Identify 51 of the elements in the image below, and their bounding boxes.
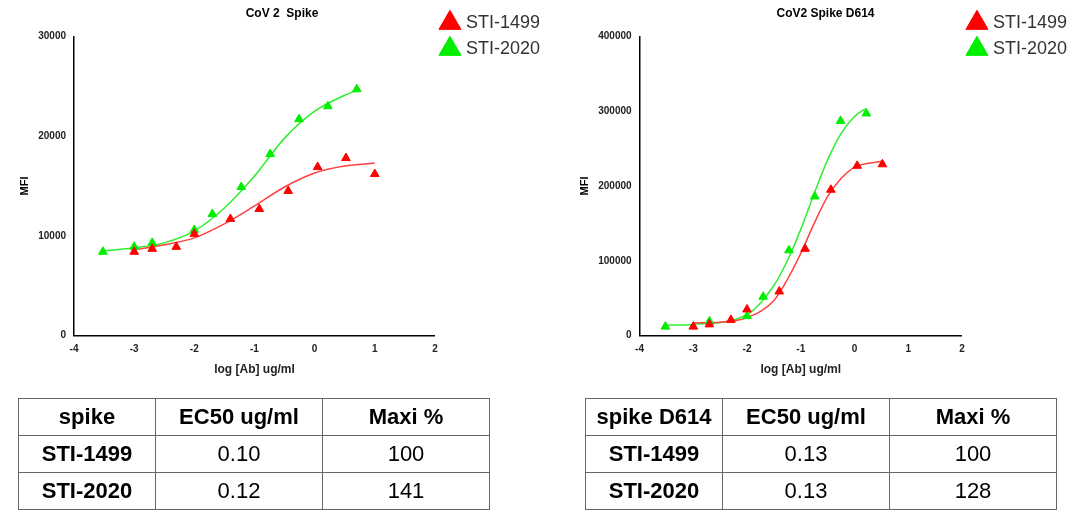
text: spike D614 bbox=[585, 398, 723, 436]
text: spike bbox=[18, 398, 156, 436]
x-axis-title: log [Ab] ug/ml bbox=[214, 362, 295, 377]
y-axis-title: MFI bbox=[17, 176, 30, 196]
x-tick-label: -4 bbox=[635, 343, 645, 355]
y-tick-label: 400000 bbox=[598, 30, 632, 42]
x-tick-label: 1 bbox=[372, 343, 379, 355]
text: STI-1499 bbox=[18, 435, 156, 473]
y-tick-label: 30000 bbox=[38, 30, 67, 42]
x-tick-label: -3 bbox=[129, 343, 140, 355]
text: 141 bbox=[322, 472, 490, 510]
legend-label: STI-1499 bbox=[992, 11, 1068, 32]
x-tick-label: 0 bbox=[851, 343, 858, 355]
text: EC50 ug/ml bbox=[155, 398, 323, 436]
legend-label: STI-2020 bbox=[465, 37, 541, 58]
x-tick-label: 1 bbox=[905, 343, 912, 355]
text: EC50 ug/ml bbox=[722, 398, 890, 436]
x-tick-label: 0 bbox=[311, 343, 318, 355]
text: 100 bbox=[322, 435, 490, 473]
legend-label: STI-1499 bbox=[465, 11, 541, 32]
text: 0.10 bbox=[155, 435, 323, 473]
text: STI-1499 bbox=[585, 435, 723, 473]
y-tick-label: 100000 bbox=[598, 254, 632, 266]
text: Maxi % bbox=[322, 398, 490, 436]
text: STI-2020 bbox=[18, 472, 156, 510]
y-tick-label: 0 bbox=[60, 329, 67, 341]
y-tick-label: 20000 bbox=[38, 129, 67, 141]
text: Maxi % bbox=[889, 398, 1057, 436]
x-tick-label: -1 bbox=[796, 343, 806, 355]
x-tick-label: -2 bbox=[742, 343, 752, 355]
x-tick-label: -4 bbox=[69, 343, 79, 355]
text: 100 bbox=[889, 435, 1057, 473]
x-tick-label: -2 bbox=[189, 343, 200, 355]
y-tick-label: 10000 bbox=[38, 229, 67, 241]
chart-title: CoV2 Spike D614 bbox=[776, 5, 875, 20]
x-tick-label: -1 bbox=[250, 343, 260, 355]
y-tick-label: 200000 bbox=[598, 179, 632, 191]
text: 0.13 bbox=[722, 472, 890, 510]
y-tick-label: 300000 bbox=[598, 104, 632, 116]
text: 128 bbox=[889, 472, 1057, 510]
x-tick-label: -3 bbox=[688, 343, 699, 355]
y-axis-title: MFI bbox=[577, 176, 590, 196]
legend-label: STI-2020 bbox=[992, 37, 1068, 58]
y-tick-label: 0 bbox=[626, 329, 633, 341]
x-axis-title: log [Ab] ug/ml bbox=[760, 362, 842, 377]
text: 0.12 bbox=[155, 472, 323, 510]
x-tick-label: 2 bbox=[959, 343, 966, 355]
text: 0.13 bbox=[722, 435, 890, 473]
x-tick-label: 2 bbox=[432, 343, 439, 355]
text: STI-2020 bbox=[585, 472, 723, 510]
chart-title: CoV 2 Spike bbox=[245, 5, 319, 20]
